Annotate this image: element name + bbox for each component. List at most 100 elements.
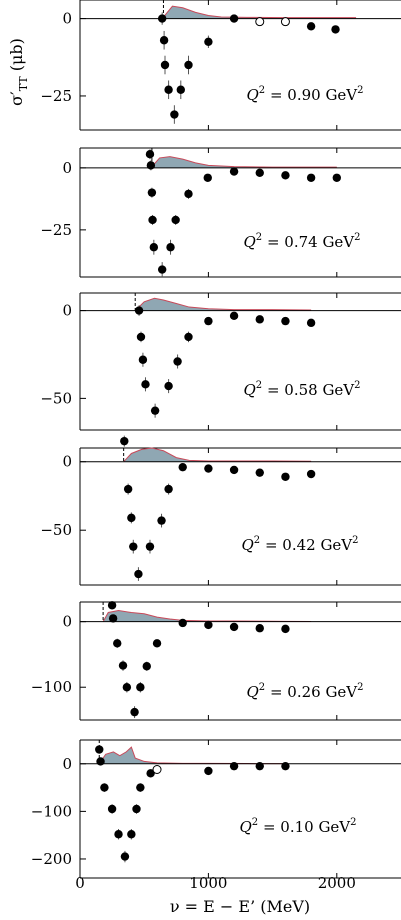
- data-point: [306, 173, 316, 182]
- data-point: [184, 332, 193, 342]
- q2-label: Q2 = 0.74 GeV2: [243, 232, 360, 251]
- data-point: [146, 161, 156, 170]
- y-tick-label: −100: [31, 678, 72, 696]
- data-point: [147, 188, 157, 197]
- data-point: [118, 661, 128, 670]
- data-point: [164, 381, 173, 391]
- data-point: [331, 25, 340, 34]
- data-point: [136, 783, 145, 792]
- data-point: [203, 173, 212, 182]
- data-point: [127, 830, 136, 839]
- y-axis-title: σ′TT (μb): [7, 38, 30, 106]
- data-point: [178, 462, 187, 472]
- data-point: [122, 683, 132, 692]
- x-tick-label: 0: [75, 874, 85, 892]
- x-tick-label: 2000: [318, 874, 356, 892]
- model-fill: [135, 298, 312, 311]
- data-point: [255, 315, 264, 324]
- data-point: [204, 620, 213, 630]
- data-point: [145, 150, 155, 159]
- data-point: [95, 745, 104, 754]
- data-point: [138, 355, 148, 364]
- data-point: [164, 484, 173, 494]
- model-fill: [151, 156, 337, 168]
- data-point: [127, 513, 136, 523]
- data-point: [107, 804, 117, 814]
- data-point: [114, 830, 123, 839]
- open-data-point: [255, 17, 265, 27]
- model-fill: [103, 610, 312, 622]
- q2-label: Q2 = 0.42 GeV2: [241, 535, 358, 554]
- panel-5: 0 −100 Q2 = 0.26 GeV2: [31, 601, 401, 721]
- panels: 0 −25 Q2 = 0.90 GeV2 0 −25 Q2 = 0.74 GeV2 0 −50…: [31, 0, 401, 879]
- data-point: [134, 569, 143, 579]
- data-point: [281, 171, 290, 180]
- model-fill: [123, 448, 312, 462]
- x-axis: 0 1000 2000: [75, 874, 356, 892]
- x-tick-label: 1000: [189, 874, 227, 892]
- data-point: [281, 761, 290, 771]
- data-point: [150, 406, 160, 415]
- data-point: [229, 167, 239, 176]
- data-point: [281, 624, 290, 634]
- data-point: [152, 639, 162, 648]
- y-tick-label: 0: [62, 159, 72, 177]
- data-point: [306, 318, 316, 328]
- data-point: [281, 472, 290, 481]
- data-point: [204, 316, 213, 326]
- data-point: [132, 804, 141, 814]
- panel-1: 0 −25 Q2 = 0.90 GeV2: [40, 0, 401, 131]
- data-point: [134, 306, 144, 315]
- data-point: [157, 516, 166, 525]
- data-point: [166, 243, 175, 252]
- data-point: [255, 761, 264, 771]
- y-tick-label: −200: [31, 850, 72, 868]
- data-point: [164, 85, 173, 94]
- data-point: [229, 311, 239, 321]
- data-point: [178, 618, 187, 628]
- data-point: [306, 469, 316, 479]
- data-point: [171, 215, 180, 225]
- y-tick-label: 0: [62, 302, 72, 320]
- data-point: [129, 542, 138, 551]
- data-point: [229, 761, 239, 771]
- data-point: [148, 215, 157, 225]
- data-point: [100, 783, 109, 792]
- data-point: [96, 757, 105, 766]
- x-axis-title: ν = E − E’ (MeV): [170, 897, 310, 916]
- q2-label: Q2 = 0.10 GeV2: [239, 817, 356, 836]
- y-tick-label: 0: [62, 453, 72, 471]
- data-point: [255, 168, 264, 178]
- panel-3: 0 −50 Q2 = 0.58 GeV2: [40, 292, 401, 431]
- data-point: [107, 601, 117, 610]
- data-point: [141, 380, 150, 389]
- data-point: [149, 243, 159, 252]
- data-point: [123, 484, 133, 494]
- model-fill: [163, 6, 357, 19]
- data-point: [204, 37, 213, 46]
- model-curve: [123, 447, 312, 463]
- y-tick-label: −25: [40, 87, 72, 105]
- open-data-point: [152, 765, 162, 775]
- data-point: [157, 14, 167, 23]
- data-point: [255, 468, 264, 477]
- data-point: [204, 766, 213, 776]
- data-point: [157, 265, 167, 274]
- data-point: [170, 110, 179, 119]
- data-point: [160, 60, 170, 70]
- model-curve: [163, 5, 357, 19]
- data-point: [173, 357, 182, 366]
- data-point: [204, 464, 213, 473]
- data-point: [142, 662, 151, 671]
- data-point: [255, 624, 264, 633]
- y-tick-label: 0: [62, 755, 72, 773]
- data-point: [229, 622, 239, 632]
- data-point: [281, 316, 290, 326]
- data-point: [108, 614, 118, 623]
- open-data-point: [280, 17, 290, 27]
- model-curve: [102, 610, 312, 622]
- data-point: [120, 436, 129, 446]
- y-tick-label: −100: [31, 802, 72, 820]
- data-point: [136, 683, 145, 692]
